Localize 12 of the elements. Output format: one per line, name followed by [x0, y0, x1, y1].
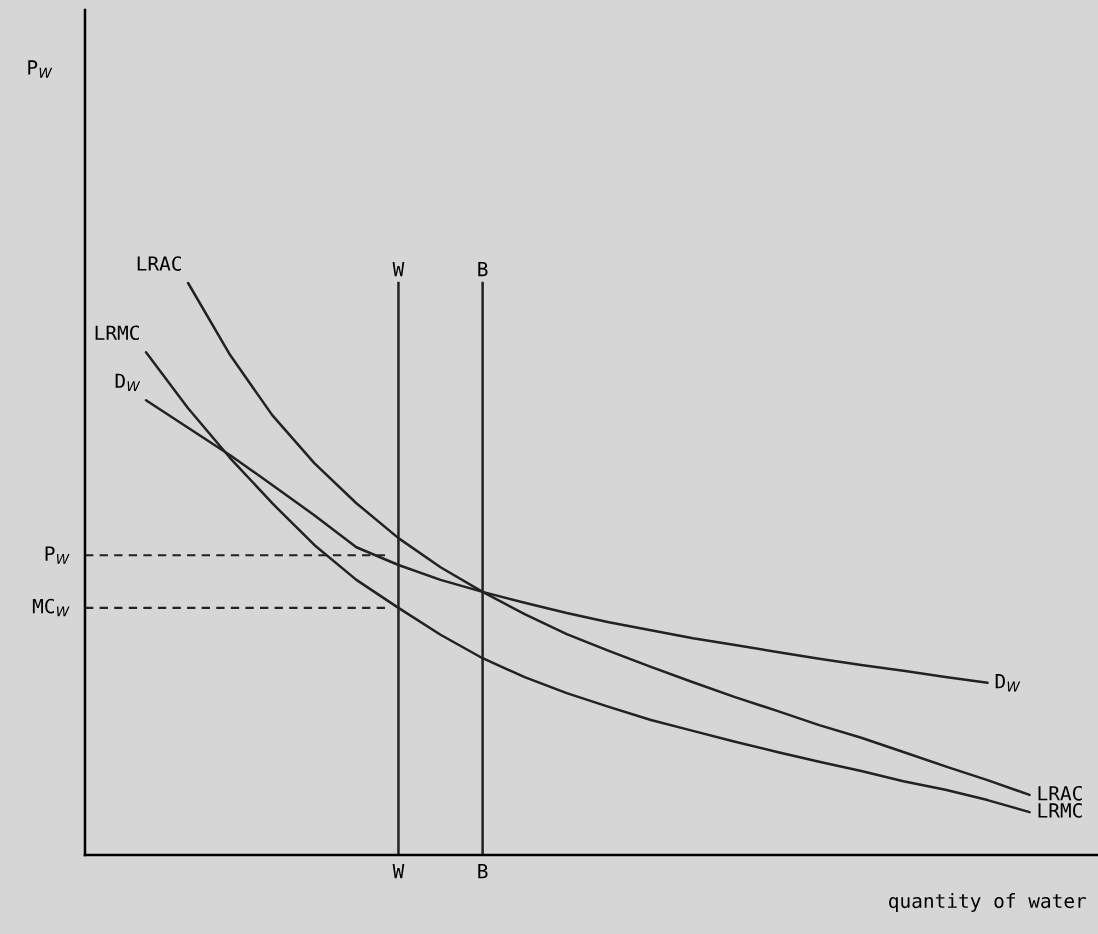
text: D$_{W}$: [115, 373, 141, 392]
x-axis-title: quantity of water: [889, 893, 1087, 912]
series-label: LRMC: [1038, 803, 1082, 818]
annotation: B: [478, 262, 488, 277]
ref-line-label: MC$_{W}$: [32, 598, 70, 617]
annotation: W: [392, 262, 405, 277]
series-label: LRAC: [1038, 785, 1082, 801]
text: P$_{W}$: [28, 60, 53, 78]
text: LRAC: [137, 256, 182, 271]
ref-line-label: P$_{W}$: [45, 546, 70, 564]
text: LRMC: [95, 325, 139, 341]
series-label: D$_{W}$: [995, 674, 1021, 692]
